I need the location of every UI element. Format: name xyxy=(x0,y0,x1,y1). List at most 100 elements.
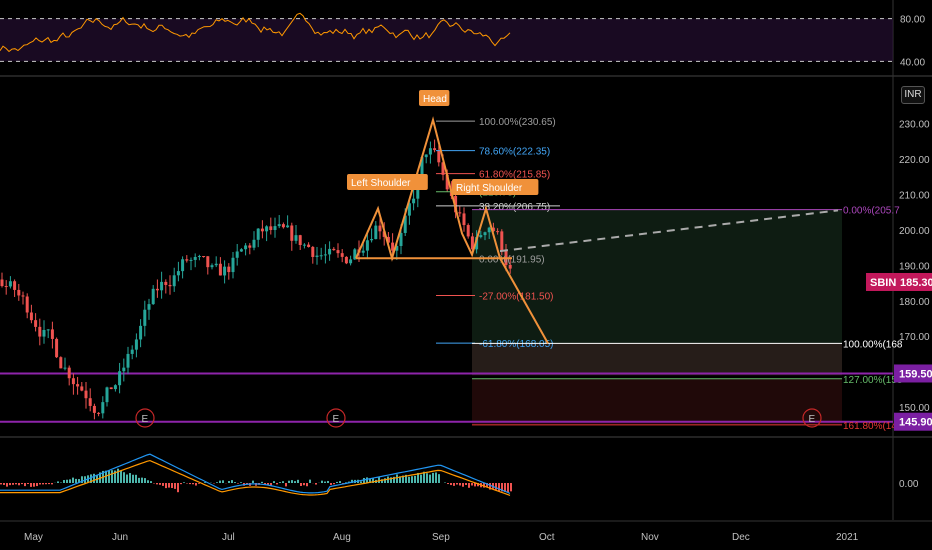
candle-body xyxy=(210,265,214,268)
macd-histogram-bar xyxy=(351,479,353,483)
price-tick-label: 150.00 xyxy=(899,403,930,414)
fib-extension-label: 127.00%(158 xyxy=(843,375,903,386)
candle-body xyxy=(231,257,235,273)
macd-histogram-bar xyxy=(135,474,137,483)
candle-body xyxy=(428,148,432,155)
candle-body xyxy=(273,226,277,231)
candle-body xyxy=(302,244,306,246)
macd-histogram-bar xyxy=(36,483,38,487)
candle-body xyxy=(8,281,12,287)
candle-body xyxy=(147,304,151,310)
macd-histogram-bar xyxy=(381,479,383,483)
macd-histogram-bar xyxy=(39,483,41,485)
fib-extension-label: 0.00%(205.7 xyxy=(843,206,900,217)
macd-histogram-bar xyxy=(414,475,416,483)
candle-body xyxy=(370,239,374,241)
fib-retracement-label: 61.80%(215.85) xyxy=(479,170,550,181)
price-level-value: 145.90 xyxy=(899,417,932,429)
macd-histogram-bar xyxy=(141,477,143,483)
candle-body xyxy=(445,174,449,190)
candle-body xyxy=(181,259,185,272)
macd-histogram-bar xyxy=(114,470,116,483)
macd-histogram-bar xyxy=(198,483,200,484)
macd-histogram-bar xyxy=(285,483,287,487)
candle-body xyxy=(109,387,113,390)
pattern-tag-label: Right Shoulder xyxy=(456,183,523,194)
candle-body xyxy=(218,263,222,276)
oscillator-tick-label: 40.00 xyxy=(900,57,925,68)
macd-histogram-bar xyxy=(144,478,146,483)
macd-histogram-bar xyxy=(282,481,284,483)
macd-histogram-bar xyxy=(339,481,341,483)
macd-histogram-bar xyxy=(360,481,362,483)
candle-body xyxy=(118,371,122,386)
candle-body xyxy=(475,237,479,250)
macd-histogram-bar xyxy=(486,483,488,488)
macd-histogram-bar xyxy=(192,483,194,485)
oscillator-tick-label: 80.00 xyxy=(900,15,925,26)
last-price-label: 185.30 xyxy=(900,277,932,289)
candle-body xyxy=(374,225,378,240)
macd-histogram-bar xyxy=(150,481,152,483)
projection-dashed-line xyxy=(499,209,839,253)
candle-body xyxy=(160,281,164,291)
candle-body xyxy=(197,256,201,258)
macd-histogram-bar xyxy=(435,472,437,483)
candle-body xyxy=(17,289,21,296)
macd-histogram-bar xyxy=(3,483,5,485)
macd-histogram-bar xyxy=(276,483,278,485)
candle-body xyxy=(340,253,344,257)
macd-histogram-bar xyxy=(264,483,266,485)
macd-histogram-bar xyxy=(273,481,275,483)
currency-badge[interactable]: INR xyxy=(901,86,925,104)
price-tick-label: 220.00 xyxy=(899,155,930,166)
candle-body xyxy=(386,236,390,243)
macd-histogram-bar xyxy=(174,483,176,489)
fib-retracement-label: 100.00%(230.65) xyxy=(479,117,556,128)
pattern-tag-label: Head xyxy=(423,94,447,105)
macd-histogram-bar xyxy=(21,483,23,485)
price-tick-label: 210.00 xyxy=(899,190,930,201)
macd-histogram-bar xyxy=(270,483,272,486)
macd-histogram-bar xyxy=(222,480,224,483)
candle-body xyxy=(0,279,4,287)
candle-body xyxy=(172,275,176,287)
candle-body xyxy=(454,195,458,213)
candle-body xyxy=(361,250,365,253)
candle-body xyxy=(277,224,281,227)
macd-histogram-bar xyxy=(306,483,308,487)
candle-body xyxy=(176,271,180,276)
macd-histogram-bar xyxy=(171,483,173,489)
candle-body xyxy=(500,231,504,251)
macd-histogram-bar xyxy=(93,473,95,483)
macd-histogram-bar xyxy=(432,472,434,483)
candle-body xyxy=(113,385,117,390)
macd-histogram-bar xyxy=(495,483,497,490)
fib-extension-label: 100.00%(168 xyxy=(843,339,903,350)
macd-histogram-bar xyxy=(9,483,11,486)
candle-body xyxy=(281,224,285,228)
macd-line xyxy=(0,453,511,494)
candle-body xyxy=(223,266,227,276)
macd-histogram-bar xyxy=(378,476,380,483)
candle-body xyxy=(399,232,403,247)
pattern-tag xyxy=(347,174,428,190)
candle-body xyxy=(307,244,311,247)
macd-histogram-bar xyxy=(279,482,281,483)
macd-histogram-bar xyxy=(450,483,452,486)
time-tick-label: Oct xyxy=(539,532,555,543)
macd-histogram-bar xyxy=(42,483,44,485)
macd-histogram-bar xyxy=(471,483,473,486)
signal-line xyxy=(0,459,511,496)
event-marker xyxy=(135,408,155,428)
macd-histogram-bar xyxy=(429,474,431,483)
candle-body xyxy=(42,329,46,337)
candle-body xyxy=(71,378,75,385)
macd-histogram-bar xyxy=(390,477,392,483)
macd-histogram-bar xyxy=(297,479,299,483)
candle-body xyxy=(294,235,298,241)
candle-body xyxy=(193,256,197,260)
macd-histogram-bar xyxy=(447,483,449,485)
candle-body xyxy=(50,329,54,339)
